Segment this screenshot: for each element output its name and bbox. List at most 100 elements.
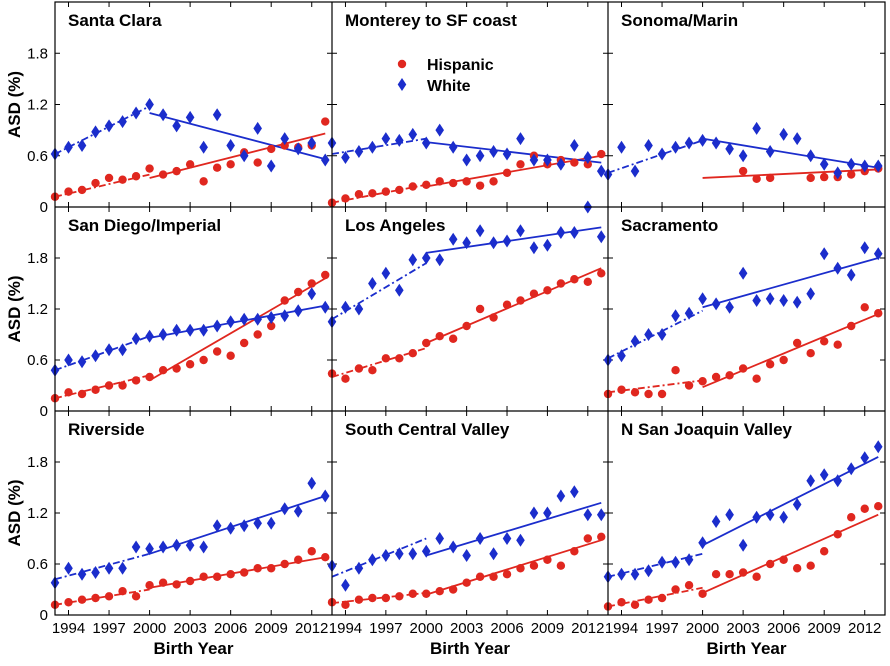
hispanic-point: [294, 555, 303, 564]
white-point: [596, 230, 606, 244]
white-point: [765, 508, 775, 522]
hispanic-point: [199, 572, 208, 581]
hispanic-point: [64, 187, 73, 196]
white-point: [368, 553, 377, 567]
hispanic-point: [131, 592, 141, 601]
white-point: [239, 519, 249, 533]
white-point: [266, 516, 276, 530]
white-point: [253, 312, 262, 326]
hispanic-point: [617, 385, 626, 394]
white-point: [435, 253, 445, 267]
white-point: [395, 133, 404, 147]
white-point: [104, 343, 114, 357]
hispanic-point: [253, 330, 262, 339]
hispanic-point: [860, 303, 869, 312]
panel-title: Sonoma/Marin: [621, 11, 738, 30]
hispanic-point: [77, 185, 87, 195]
hispanic-point: [570, 158, 579, 167]
hispanic-point: [644, 389, 653, 399]
white-point: [711, 297, 721, 311]
hispanic-point: [64, 598, 73, 607]
white-point: [239, 312, 249, 326]
x-tick-label: 2006: [214, 620, 247, 637]
white-point: [172, 323, 181, 337]
y-tick-label: 1.2: [27, 97, 48, 114]
white-point: [408, 253, 418, 267]
hispanic-point: [212, 572, 222, 581]
hispanic-point: [408, 182, 417, 191]
hispanic-point: [502, 300, 512, 309]
white-point: [698, 292, 707, 306]
hispanic-point: [671, 585, 680, 594]
white-point: [212, 319, 222, 333]
white-point: [239, 149, 249, 163]
white-point: [64, 561, 73, 575]
white-point: [320, 489, 330, 503]
x-tick-label: 1997: [92, 620, 125, 637]
white-point: [792, 498, 802, 511]
hispanic-point: [118, 381, 127, 390]
hispanic-point: [698, 377, 707, 386]
white-point: [873, 247, 883, 261]
white-point: [529, 506, 539, 520]
white-point: [752, 121, 761, 135]
white-point: [77, 355, 87, 369]
hispanic-point: [212, 163, 222, 172]
white-point: [556, 226, 566, 239]
hispanic-point: [475, 181, 485, 190]
hispanic-point: [833, 530, 842, 539]
hispanic-point: [158, 170, 168, 179]
hispanic-point: [435, 177, 444, 186]
white-point: [502, 532, 512, 545]
white-point: [725, 508, 734, 522]
white-point: [516, 533, 525, 547]
white-point: [570, 226, 579, 239]
hispanic-point: [516, 160, 525, 169]
white-point: [698, 536, 707, 550]
legend-hispanic-label: Hispanic: [427, 57, 494, 74]
white-point: [158, 328, 168, 341]
hispanic-point: [819, 547, 829, 556]
hispanic-point: [185, 576, 195, 586]
hispanic-point: [583, 160, 593, 169]
hispanic-point: [266, 321, 276, 331]
panel-frame: [54, 1, 886, 616]
hispanic-point: [77, 595, 87, 604]
hispanic-point: [321, 117, 330, 126]
panel-title: N San Joaquin Valley: [621, 420, 793, 439]
white-point: [421, 251, 431, 265]
white-point: [684, 306, 694, 320]
white-point: [543, 506, 552, 520]
white-point: [657, 147, 667, 161]
white-point: [341, 300, 350, 314]
white-point: [448, 232, 458, 246]
hispanic-point: [172, 580, 181, 589]
white-point: [698, 133, 707, 147]
white-point: [819, 247, 829, 261]
hispanic-point: [91, 178, 100, 188]
x-tick-label: 2012: [848, 620, 881, 637]
y-tick-label: 0.6: [27, 352, 48, 369]
white-point: [293, 504, 303, 518]
white-point: [212, 519, 222, 533]
y-tick-label: 1.8: [27, 454, 48, 471]
hispanic-point: [253, 158, 262, 167]
white-point: [684, 553, 694, 567]
white-point: [833, 166, 843, 180]
hispanic-point: [104, 381, 114, 390]
hispanic-point: [145, 581, 154, 590]
y-tick-label: 0: [40, 199, 48, 216]
panel-title: Sacramento: [621, 216, 718, 235]
hispanic-point: [280, 296, 289, 305]
white-point: [529, 241, 539, 255]
hispanic-point: [738, 364, 748, 373]
hispanic-point: [462, 321, 471, 331]
legend-white-label: White: [427, 78, 471, 95]
white-point: [354, 561, 364, 575]
hispanic-point: [671, 366, 680, 375]
white-point: [341, 150, 350, 164]
hispanic-point: [239, 568, 249, 577]
white-point: [529, 153, 539, 167]
white-point: [381, 266, 391, 280]
hispanic-point: [556, 279, 566, 288]
